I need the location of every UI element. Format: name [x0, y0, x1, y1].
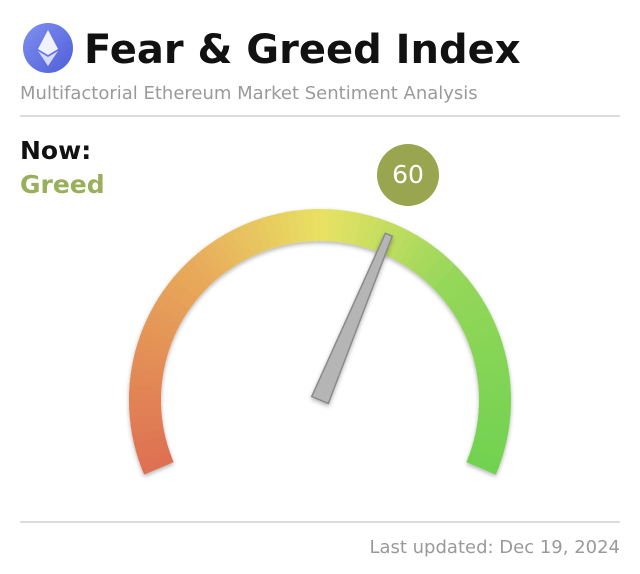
gauge-arc [145, 225, 495, 468]
needle [312, 233, 393, 403]
footer: Last updated: Dec 19, 2024 [369, 537, 620, 558]
eth-icon [23, 23, 73, 73]
title: Fear & Greed Index [84, 27, 521, 73]
value-label: 60 [392, 160, 424, 189]
arc-segment [481, 461, 484, 468]
now-label: Now: [20, 136, 91, 165]
status: Greed [20, 170, 105, 199]
subtitle: Multifactorial Ethereum Market Sentiment… [20, 83, 478, 104]
